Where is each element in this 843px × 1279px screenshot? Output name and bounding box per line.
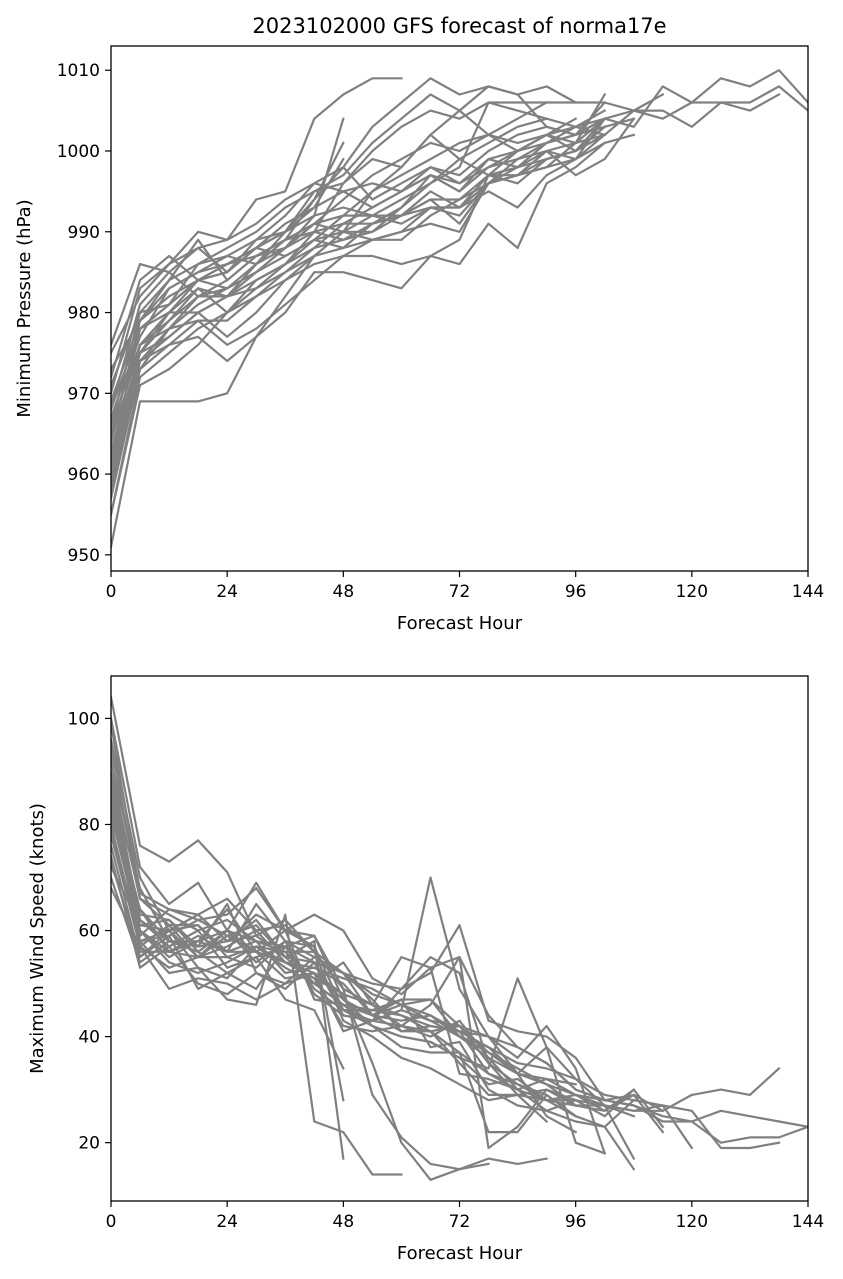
wind-y-tick-label: 80 (78, 815, 100, 835)
wind-x-tick-label: 72 (449, 1212, 471, 1232)
wind-y-tick-label: 60 (78, 922, 100, 942)
wind-x-tick-label: 0 (106, 1212, 117, 1232)
pressure-y-tick-label: 970 (68, 384, 100, 404)
pressure-series-line-23 (111, 141, 607, 484)
pressure-series-line-21 (111, 125, 607, 516)
pressure-x-tick-label: 24 (216, 582, 238, 602)
pressure-series-line-27 (111, 117, 607, 387)
pressure-series-line-1 (111, 69, 808, 549)
wind-x-tick-label: 144 (792, 1212, 824, 1232)
wind-y-tick-label: 100 (68, 709, 100, 729)
pressure-x-tick-label: 48 (333, 582, 355, 602)
pressure-y-axis-label: Minimum Pressure (hPa) (14, 199, 35, 417)
pressure-series-line-12 (111, 77, 403, 355)
pressure-chart: 0 24 48 72 96 120 144 950 960 970 980 990 1000 1010 Fo… (14, 45, 824, 634)
pressure-series-line-19 (111, 117, 578, 428)
pressure-x-tick-label: 72 (449, 582, 471, 602)
pressure-x-tick-label: 0 (106, 582, 117, 602)
pressure-series-line-16 (111, 101, 549, 492)
pressure-y-tick-label: 960 (68, 465, 100, 485)
pressure-x-tick-label: 96 (565, 582, 587, 602)
wind-series-line-28 (111, 743, 578, 1134)
wind-series-line-29 (111, 722, 577, 1102)
wind-series-line-27 (111, 801, 490, 1181)
wind-y-axis-label: Maximum Wind Speed (knots) (27, 803, 48, 1074)
figure-title: 2023102000 GFS forecast of norma17e (252, 14, 666, 38)
pressure-y-tick-label: 950 (68, 546, 100, 566)
pressure-y-tick-label: 1000 (57, 142, 100, 162)
wind-series-group (111, 695, 808, 1181)
wind-series-line-19 (111, 833, 578, 1118)
wind-series-line-23 (111, 876, 345, 1070)
pressure-y-tick-label: 990 (68, 223, 100, 243)
pressure-x-tick-label: 120 (676, 582, 708, 602)
wind-y-tick-label: 40 (78, 1028, 100, 1048)
pressure-series-line-28 (111, 100, 607, 436)
pressure-series-line-8 (111, 109, 607, 411)
wind-series-line-1 (111, 695, 781, 1112)
wind-series-line-24 (111, 886, 345, 1102)
wind-x-tick-label: 96 (565, 1212, 587, 1232)
wind-series-line-22 (111, 860, 403, 1176)
wind-series-line-13 (111, 780, 636, 1171)
wind-x-tick-label: 24 (216, 1212, 238, 1232)
pressure-series-line-20 (111, 133, 607, 411)
wind-x-tick-label: 48 (333, 1212, 355, 1232)
wind-y-tick-label: 20 (78, 1134, 100, 1154)
pressure-x-axis-label: Forecast Hour (397, 613, 523, 634)
wind-series-line-21 (111, 854, 549, 1124)
pressure-series-line-7 (111, 125, 607, 427)
pressure-y-tick-label: 980 (68, 304, 100, 324)
pressure-series-group (111, 69, 808, 549)
wind-x-tick-label: 120 (676, 1212, 708, 1232)
pressure-x-tick-label: 144 (792, 582, 824, 602)
pressure-series-line-15 (111, 157, 345, 444)
pressure-y-tick-label: 1010 (57, 61, 100, 81)
wind-series-line-5 (111, 770, 694, 1150)
wind-x-axis-label: Forecast Hour (397, 1243, 523, 1264)
wind-chart: 0 24 48 72 96 120 144 20 40 60 80 100 Forecast Hour M… (27, 675, 824, 1264)
pressure-axes-frame (110, 45, 809, 572)
